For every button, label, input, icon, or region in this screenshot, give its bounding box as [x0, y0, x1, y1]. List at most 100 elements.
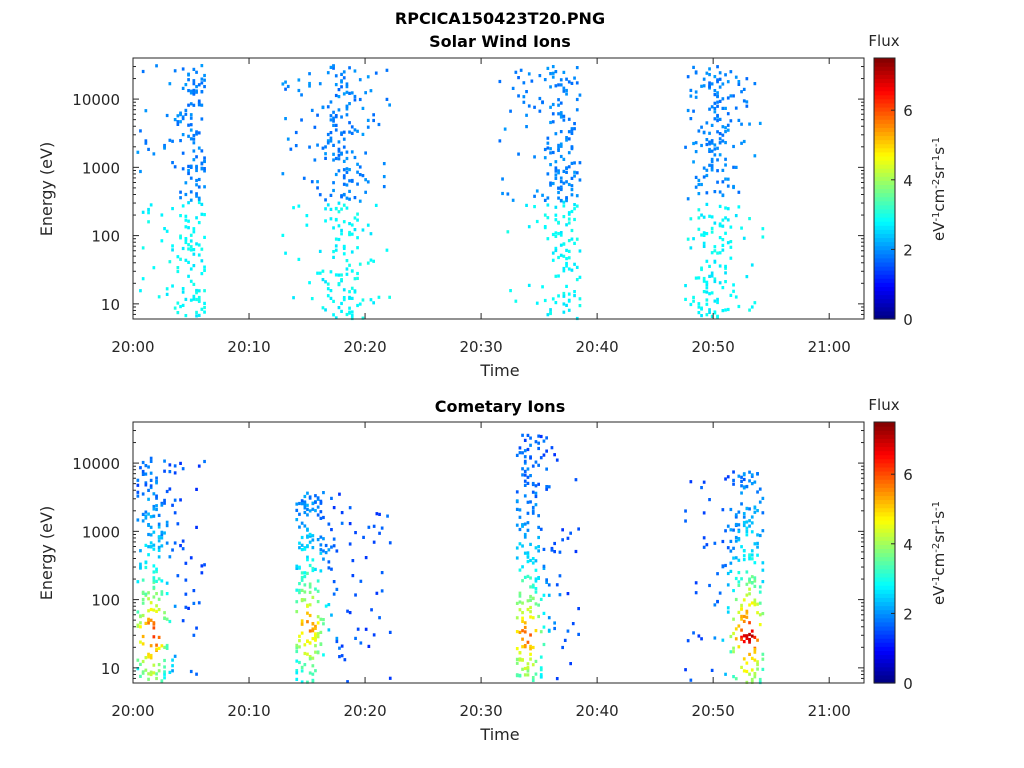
- heatmap-cell: [340, 654, 344, 658]
- heatmap-cell: [570, 237, 574, 241]
- heatmap-cell: [176, 301, 180, 305]
- heatmap-cell: [713, 153, 717, 157]
- heatmap-cell: [740, 545, 743, 549]
- heatmap-cell: [350, 250, 354, 254]
- colorbar-swatch: [874, 159, 895, 165]
- heatmap-cell: [308, 81, 311, 86]
- heatmap-cell: [545, 580, 548, 584]
- heatmap-cell: [509, 289, 512, 293]
- heatmap-cell: [740, 637, 743, 641]
- heatmap-cell: [302, 176, 306, 180]
- heatmap-cell: [152, 576, 156, 580]
- heatmap-cell: [526, 467, 530, 471]
- heatmap-cell: [144, 483, 148, 487]
- heatmap-cell: [197, 200, 201, 205]
- heatmap-cell: [737, 537, 741, 541]
- heatmap-cell: [702, 166, 706, 170]
- heatmap-cell: [694, 71, 698, 75]
- heatmap-cell: [303, 524, 307, 528]
- heatmap-cell: [724, 206, 727, 210]
- heatmap-cell: [686, 197, 690, 201]
- heatmap-cell: [518, 674, 522, 678]
- colorbar-swatch: [874, 119, 895, 124]
- heatmap-cell: [329, 289, 333, 293]
- heatmap-cell: [136, 518, 140, 522]
- heatmap-cell: [203, 563, 206, 567]
- heatmap-cell: [192, 297, 196, 301]
- heatmap-cell: [753, 650, 757, 654]
- heatmap-cell: [547, 593, 551, 597]
- heatmap-cell: [549, 308, 552, 312]
- heatmap-cell: [332, 152, 335, 156]
- y-tick-label: 10000: [72, 91, 120, 109]
- heatmap-cell: [718, 71, 722, 75]
- heatmap-cell: [721, 218, 725, 222]
- heatmap-cell: [345, 150, 349, 154]
- heatmap-cell: [526, 521, 530, 525]
- heatmap-cell: [515, 647, 519, 651]
- heatmap-cell: [141, 472, 145, 476]
- heatmap-cell: [353, 94, 357, 99]
- heatmap-cell: [300, 665, 304, 669]
- heatmap-cell: [330, 613, 333, 617]
- heatmap-cell: [149, 515, 153, 519]
- heatmap-cell: [332, 123, 335, 127]
- heatmap-cell: [324, 543, 328, 548]
- heatmap-cell: [554, 274, 558, 278]
- heatmap-cell: [732, 184, 735, 189]
- heatmap-cell: [342, 296, 346, 300]
- heatmap-cell: [705, 298, 709, 302]
- heatmap-cell: [724, 308, 727, 312]
- heatmap-cell: [721, 238, 725, 242]
- heatmap-cell: [380, 526, 384, 530]
- heatmap-cell: [192, 589, 196, 593]
- heatmap-cell: [721, 168, 725, 172]
- heatmap-cell: [542, 642, 546, 647]
- heatmap-cell: [332, 537, 336, 541]
- heatmap-cell: [534, 602, 538, 606]
- heatmap-cell: [144, 516, 148, 520]
- heatmap-cell: [716, 65, 719, 69]
- heatmap-cell: [195, 192, 198, 196]
- heatmap-cell: [334, 207, 338, 211]
- heatmap-cell: [534, 440, 538, 444]
- heatmap-cell: [542, 453, 546, 457]
- heatmap-cell: [718, 281, 722, 285]
- heatmap-cell: [377, 122, 381, 127]
- colorbar-swatch: [874, 151, 895, 157]
- heatmap-cell: [721, 309, 725, 313]
- colorbar-swatch: [874, 540, 895, 545]
- heatmap-cell: [713, 277, 717, 281]
- heatmap-cell: [350, 313, 354, 318]
- heatmap-cell: [732, 144, 735, 149]
- heatmap-cell: [737, 510, 741, 514]
- heatmap-cell: [322, 515, 325, 520]
- heatmap-cell: [734, 106, 738, 110]
- heatmap-cell: [684, 509, 687, 513]
- heatmap-cell: [147, 497, 150, 501]
- heatmap-cell: [149, 607, 153, 612]
- heatmap-cell: [184, 592, 188, 596]
- heatmap-cell: [316, 579, 320, 583]
- heatmap-cell: [721, 508, 725, 512]
- heatmap-cell: [529, 652, 532, 656]
- heatmap-cell: [332, 119, 335, 123]
- heatmap-cell: [554, 246, 558, 250]
- heatmap-cell: [189, 102, 193, 106]
- heatmap-cell: [184, 225, 188, 229]
- heatmap-cell: [200, 202, 204, 206]
- heatmap-cell: [295, 508, 299, 512]
- heatmap-cell: [184, 214, 188, 218]
- heatmap-cell: [740, 614, 743, 618]
- heatmap-cell: [721, 565, 725, 569]
- heatmap-cell: [523, 625, 527, 630]
- heatmap-cell: [761, 580, 765, 584]
- heatmap-cell: [338, 655, 341, 659]
- heatmap-cell: [745, 104, 749, 108]
- heatmap-cell: [518, 527, 522, 532]
- heatmap-cell: [308, 671, 312, 675]
- heatmap-cell: [155, 609, 158, 613]
- heatmap-cell: [311, 629, 315, 633]
- heatmap-cell: [163, 498, 166, 502]
- heatmap-cell: [342, 159, 346, 163]
